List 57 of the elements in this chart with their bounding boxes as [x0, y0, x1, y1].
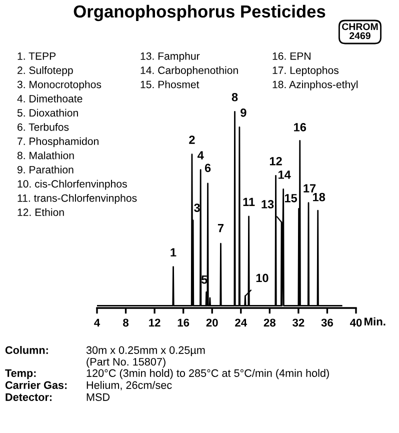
- text: 9. Parathion: [17, 166, 74, 174]
- annotation: 12: [270, 156, 282, 166]
- annotation: 14: [278, 170, 291, 179]
- text: 12. Ethion: [18, 208, 64, 216]
- annotation: 16: [294, 123, 306, 132]
- text: 16. EPN: [272, 52, 310, 60]
- annotation: 10. cis-Chlorfenvinphos: [18, 180, 127, 190]
- text: 15. Phosmet: [140, 80, 200, 88]
- text: 30m x 0.25mm x 0.25µm (Part No. 15807): [86, 346, 205, 368]
- text: 17. Leptophos: [272, 66, 339, 76]
- x-tick-label: 36: [321, 318, 333, 327]
- annotation: 17: [304, 184, 316, 192]
- x-tick-label: 16: [178, 318, 190, 327]
- annotation: 8: [232, 92, 238, 102]
- x-tick-label: 20: [206, 318, 218, 327]
- annotation: 9: [240, 108, 246, 117]
- text: 4. Dimethoate: [17, 94, 82, 102]
- annotation: 11. trans-Chlorfenvinphos: [18, 194, 137, 204]
- annotation: 7: [218, 224, 224, 232]
- annotation: 6: [204, 164, 211, 172]
- text: Detector:: [6, 393, 52, 401]
- text: 3. Monocrotophos: [17, 80, 102, 90]
- annotation: 2: [189, 136, 195, 144]
- x-tick-label: 4: [94, 318, 100, 326]
- text: 14. Carbophenothion: [140, 66, 238, 76]
- text: 1. TEPP: [18, 52, 56, 60]
- chart-title: Organophosphorus Pesticides: [74, 4, 326, 22]
- text: 18. Azinphos-ethyl: [272, 80, 358, 90]
- text: 2. Sulfotepp: [18, 66, 73, 76]
- text: Column:: [5, 346, 48, 354]
- annotation: 13: [262, 200, 274, 208]
- text: Helium, 26cm/sec: [86, 381, 172, 390]
- text: 13. Famphur: [140, 52, 200, 62]
- annotation: 4: [197, 151, 204, 160]
- x-tick-label: 40: [350, 318, 362, 327]
- x-tick-label: 28: [264, 318, 276, 327]
- annotation: 1: [170, 248, 176, 256]
- x-tick-label: 32: [292, 318, 304, 327]
- x-axis-title: Min.: [364, 317, 386, 326]
- annotation: 18: [313, 192, 326, 202]
- x-tick-label: 8: [123, 318, 129, 327]
- annotation: 5: [201, 276, 208, 284]
- text: 5. Dioxathion: [17, 108, 78, 117]
- text: Carrier Gas:: [5, 381, 67, 389]
- x-tick-label: 12: [149, 318, 160, 326]
- annotation: 3: [194, 204, 200, 212]
- text: 120°C (3min hold) to 285°C at 5°C/min (4min hold): [86, 369, 329, 380]
- annotation: 7. Phosphamidon: [18, 137, 98, 148]
- x-tick-label: 24: [235, 318, 248, 326]
- text: MSD: [86, 393, 110, 401]
- annotation: 15: [284, 194, 298, 202]
- annotation: 11: [243, 198, 255, 206]
- text: 6. Terbufos: [18, 123, 69, 131]
- text: CHROM 2469: [342, 23, 378, 40]
- annotation: 10: [256, 274, 268, 282]
- text: Temp:: [5, 369, 36, 380]
- text: 8. Malathion: [17, 151, 74, 160]
